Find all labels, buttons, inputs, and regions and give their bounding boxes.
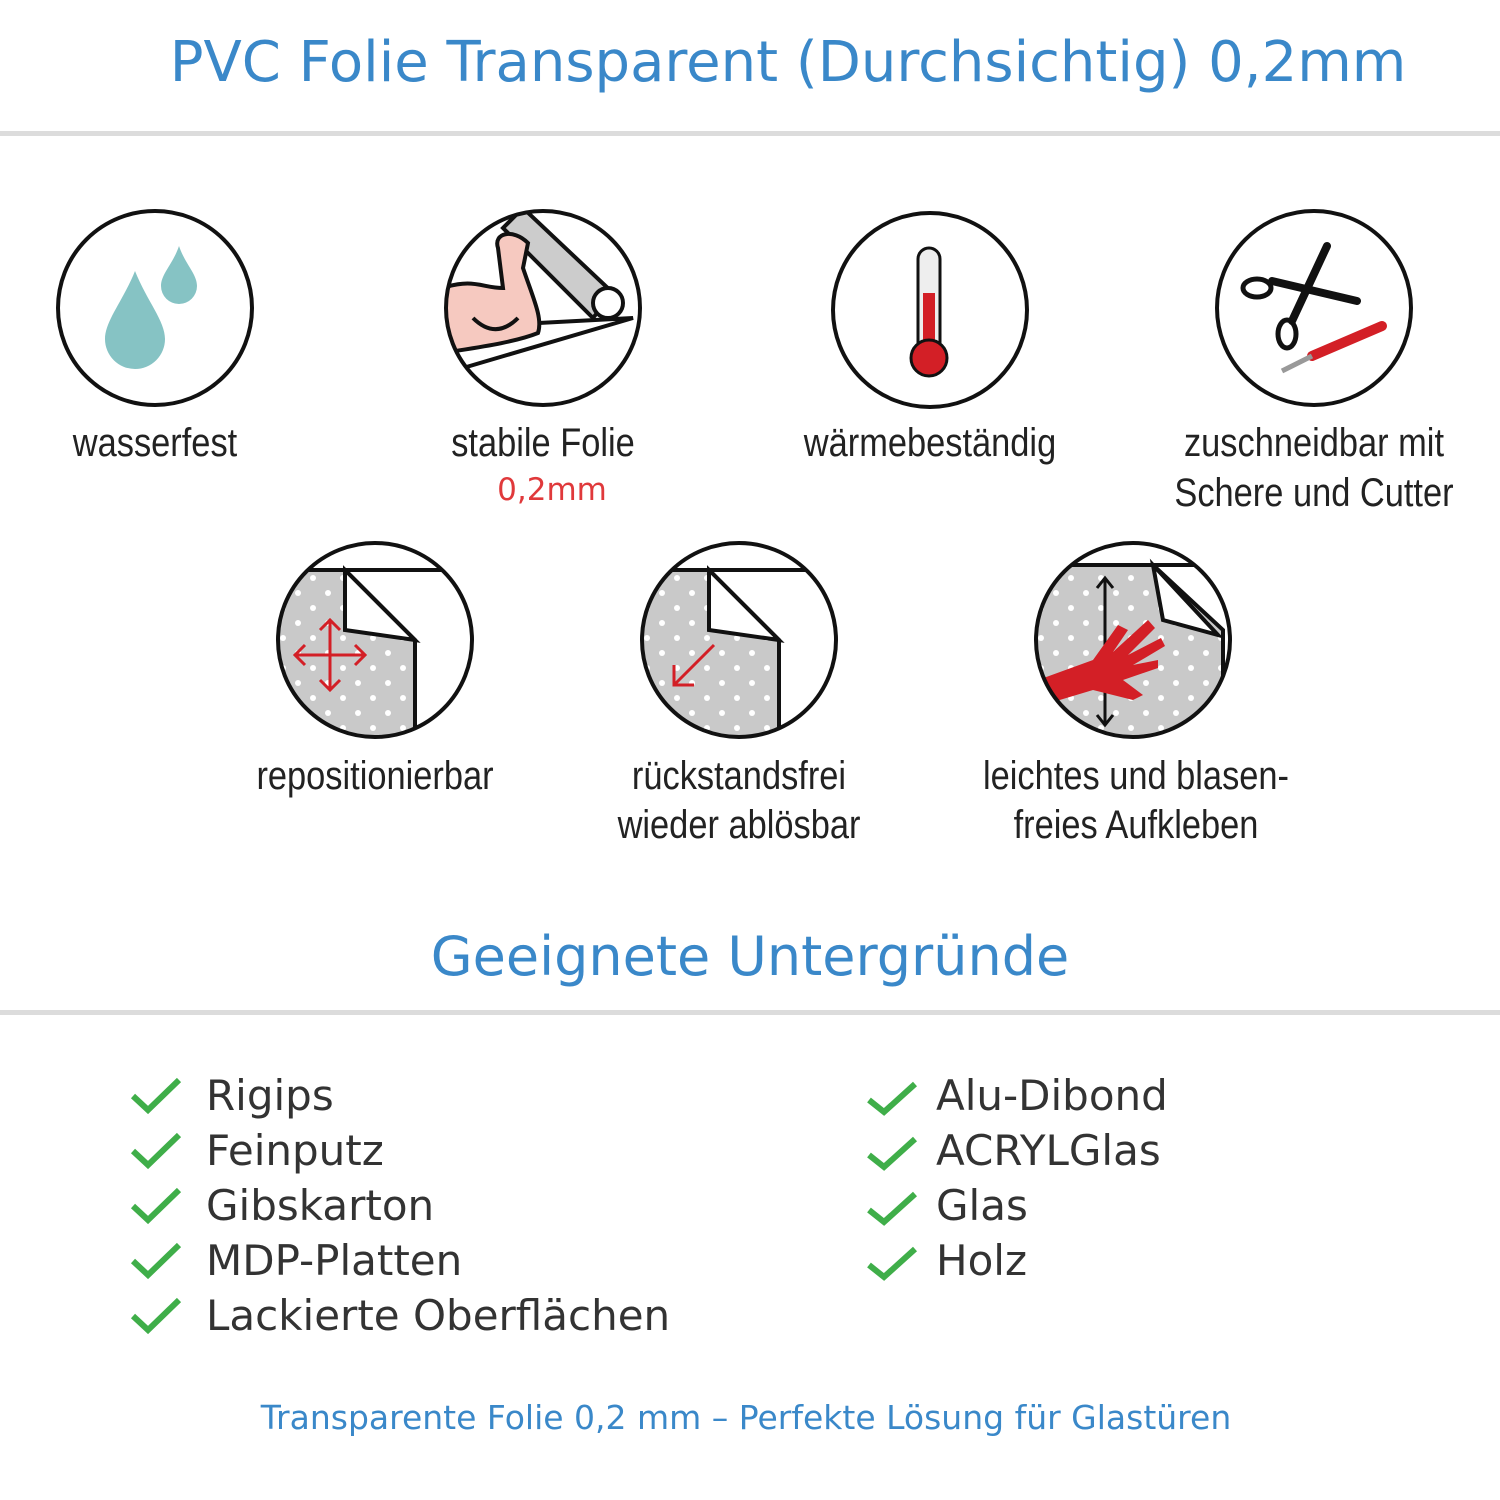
feature-label: zuschneidbar mit [1183,421,1445,465]
list-item: Holz [866,1233,1168,1288]
section-title: Geeignete Untergründe [430,925,1070,988]
list-item: Lackierte Oberflächen [130,1288,670,1343]
feature-label: wasserfest [72,421,238,465]
check-icon [130,1077,182,1114]
move-arrows-icon [276,541,474,739]
flexed-arm-icon [444,209,642,407]
water-drops-icon [56,209,254,407]
hand-smooth-icon [1034,541,1232,739]
divider [0,131,1500,136]
surfaces-list-right: Alu-Dibond ACRYLGlas Glas Holz [866,1068,1168,1288]
list-item: Feinputz [130,1123,670,1178]
surfaces-list-left: Rigips Feinputz Gibskarton MDP-Platten L… [130,1068,670,1343]
check-icon [867,1191,918,1226]
list-item: Glas [866,1178,1168,1233]
check-icon [130,1242,182,1279]
list-item: Rigips [130,1068,670,1123]
footer-tagline: Transparente Folie 0,2 mm – Perfekte Lös… [260,1398,1232,1437]
list-item: Alu-Dibond [866,1068,1168,1123]
feature-label: stabile Folie [451,421,635,465]
check-icon [867,1246,918,1281]
list-item: MDP-Platten [130,1233,670,1288]
feature-label: wieder ablösbar [617,803,861,847]
divider [0,1010,1500,1015]
check-icon [867,1136,918,1171]
page-title: PVC Folie Transparent (Durchsichtig) 0,2… [169,30,1407,95]
feature-label: freies Aufkleben [1013,803,1259,847]
feature-label: Schere und Cutter [1174,471,1454,515]
feature-label: wärmebeständig [803,421,1057,465]
list-item: ACRYLGlas [866,1123,1168,1178]
check-icon [130,1187,182,1224]
feature-sublabel: 0,2mm [497,472,607,508]
check-icon [867,1081,918,1116]
peel-arrow-icon [640,541,838,739]
list-item: Gibskarton [130,1178,670,1233]
check-icon [130,1297,182,1334]
scissors-cutter-icon [1215,209,1413,407]
thermometer-icon [831,211,1029,409]
feature-label: rückstandsfrei [631,754,847,798]
feature-label: repositionierbar [256,754,494,798]
feature-label: leichtes und blasen- [983,754,1289,798]
check-icon [130,1132,182,1169]
